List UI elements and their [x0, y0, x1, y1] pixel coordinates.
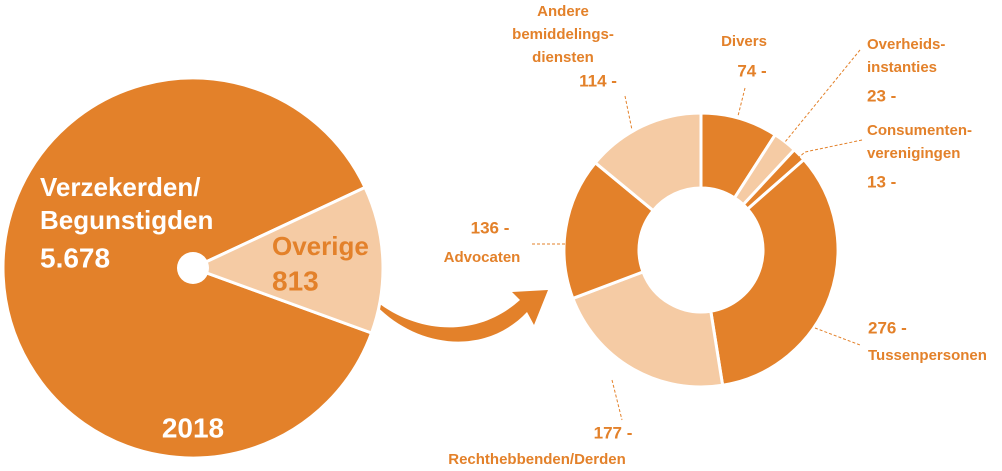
category-label: Overheids- — [867, 36, 945, 53]
leader-line — [814, 327, 861, 346]
leader-line — [795, 139, 863, 161]
category-label: bemiddelings- — [512, 26, 614, 43]
category-label: Verzekerden/ — [40, 172, 200, 202]
category-label: verenigingen — [867, 145, 960, 162]
value-label: 177 - — [594, 423, 633, 442]
value-label: 136 - — [471, 218, 510, 237]
value-label: 276 - — [868, 318, 907, 337]
value-label: 813 — [272, 265, 319, 296]
category-label: Overige — [272, 231, 369, 261]
slice — [189, 185, 385, 335]
value-label: 74 - — [737, 61, 766, 80]
value-label: 5.678 — [40, 242, 110, 273]
leader-line — [737, 87, 746, 117]
category-label: Rechthebbenden/Derden — [448, 451, 626, 468]
slice — [709, 157, 840, 388]
leader-line — [624, 95, 633, 131]
slice — [562, 160, 656, 301]
leader-line — [611, 379, 623, 421]
value-label: 13 - — [867, 172, 896, 191]
category-label: instanties — [867, 59, 937, 76]
arrow — [362, 288, 548, 342]
category-label: Andere — [537, 3, 589, 20]
annotation: 2018 — [162, 412, 224, 443]
category-label: Tussenpersonen — [868, 347, 987, 364]
category-label: Advocaten — [444, 249, 521, 266]
value-label: 23 - — [867, 86, 896, 105]
category-label: Consumenten- — [867, 122, 972, 139]
leader-line — [784, 49, 861, 143]
value-label: 114 - — [579, 71, 617, 90]
center-dot — [177, 252, 209, 284]
slice — [570, 269, 725, 389]
category-label: Divers — [721, 33, 767, 50]
slice — [593, 111, 703, 213]
category-label: Begunstigden — [40, 205, 213, 235]
category-label: diensten — [532, 49, 594, 66]
